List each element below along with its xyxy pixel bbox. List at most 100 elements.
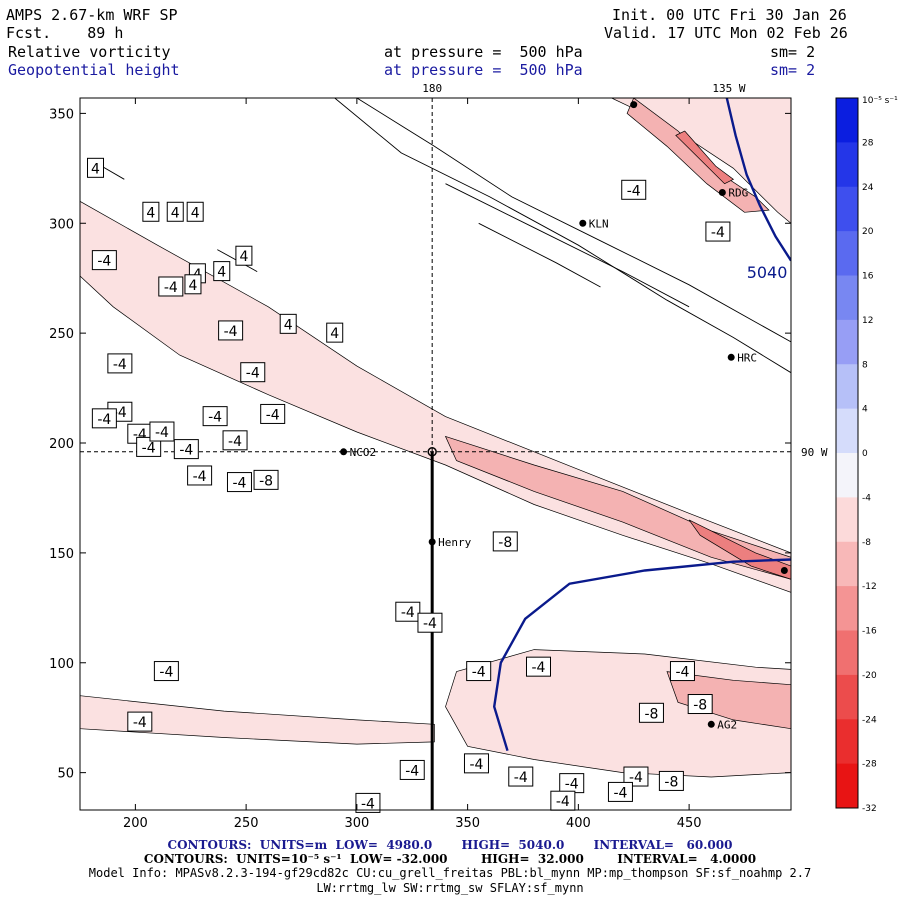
y-tick: 200 [49,437,791,452]
colorbar-swatch [836,541,858,587]
svg-text:-4: -4 [179,443,193,459]
vorticity-label: -4 [669,661,695,682]
colorbar-tick: -24 [862,715,877,725]
vorticity-label: 4 [166,201,184,222]
colorbar-unit: 10⁻⁵ s⁻¹ [862,96,898,106]
x-tick: 450 [677,98,702,831]
svg-text:250: 250 [234,816,259,831]
vorticity-line [334,98,791,374]
svg-text:-4: -4 [155,425,169,441]
svg-text:100: 100 [49,657,74,672]
station-marker [780,566,788,574]
colorbar-swatch [836,497,858,543]
svg-text:450: 450 [677,816,702,831]
svg-text:-8: -8 [693,698,707,714]
colorbar: 10⁻⁵ s⁻¹ 28 24 20 16 12 8 4 0 -4 -8 -12 -16 -20 -24 -28… [835,96,898,814]
vorticity-label: -4 [260,403,286,424]
vorticity-label: -4 [91,250,117,271]
y-tick: 150 [49,547,791,562]
height-contour-line [725,98,791,262]
vorticity-label: -4 [623,766,649,787]
svg-text:-4: -4 [208,410,222,426]
colorbar-tick: -32 [862,804,877,814]
vorticity-label: -8 [638,702,664,723]
vorticity-contours [97,98,791,374]
colorbar-tick: 16 [862,272,874,282]
svg-text:Henry: Henry [438,536,471,549]
svg-text:4: 4 [239,249,248,265]
svg-text:NCO2: NCO2 [350,446,377,459]
svg-text:AG2: AG2 [717,718,737,731]
station-marker: Henry [428,536,472,549]
height-contour-info: CONTOURS: UNITS=m LOW= 4980.0 HIGH= 5040… [167,838,733,852]
svg-text:-4: -4 [224,324,238,340]
colorbar-tick: -12 [862,582,877,592]
svg-text:-4: -4 [113,357,127,373]
vorticity-label: -4 [705,221,731,242]
vorticity-line [478,222,601,288]
svg-text:300: 300 [344,816,369,831]
vorticity-label: -8 [492,531,518,552]
station-marker: NCO2 [340,446,376,459]
colorbar-swatch [836,630,858,676]
station-marker [630,101,638,109]
colorbar-tick: 8 [862,360,868,370]
svg-text:-4: -4 [472,665,486,681]
crosshair-marker [427,447,437,457]
svg-text:-4: -4 [193,469,207,485]
svg-text:150: 150 [49,547,74,562]
station-marker: RDG [718,186,748,199]
colorbar-swatch [836,275,858,321]
field1-level: at pressure = 500 hPa [384,43,583,61]
svg-text:-8: -8 [664,774,678,790]
vorticity-label: -4 [149,421,175,442]
field2-level: at pressure = 500 hPa [384,61,583,79]
height-contours [492,98,791,752]
field2-name: Geopotential height [8,61,180,79]
plot-frame [79,97,792,811]
field2-smoothing: sm= 2 [770,61,816,79]
vorticity-line [356,98,791,343]
svg-text:4: 4 [189,278,198,294]
model-info: Model Info: MPASv8.2.3-194-gf29cd82c CU:… [88,866,812,880]
forecast-hour: Fcst. 89 h [6,24,124,42]
colorbar-swatch [836,719,858,765]
colorbar-tick: -20 [862,671,877,681]
colorbar-tick: -28 [862,760,877,770]
vorticity-contour-info: CONTOURS: UNITS=10⁻⁵ s⁻¹ LOW= -32.000 HI… [143,852,757,866]
vorticity-label: -4 [355,792,381,813]
svg-text:-4: -4 [627,183,641,199]
svg-text:-4: -4 [228,434,242,450]
stations: RDG KLN HRC NCO2 Henry AG2 [340,101,788,731]
colorbar-tick: 28 [862,138,874,148]
svg-text:250: 250 [49,327,74,342]
colorbar-swatch [836,408,858,454]
y-tick: 100 [49,657,791,672]
svg-text:-4: -4 [675,665,689,681]
svg-text:350: 350 [49,107,74,122]
station-marker: HRC [727,351,757,364]
colorbar-swatch [836,364,858,410]
vorticity-label: 4 [279,313,297,334]
svg-text:RDG: RDG [728,186,748,199]
colorbar-swatch [836,319,858,365]
colorbar-swatch [836,453,858,498]
vorticity-label: -8 [658,770,684,791]
svg-text:4: 4 [330,326,339,342]
vorticity-line [445,183,690,308]
colorbar-tick: 24 [862,183,874,193]
colorbar-tick: -8 [862,538,871,548]
vorticity-label: 4 [326,322,344,343]
svg-text:-4: -4 [469,757,483,773]
svg-text:4: 4 [217,265,226,281]
x-tick: 200 [123,98,148,831]
vorticity-label: -4 [187,465,213,486]
colorbar-swatch [836,674,858,720]
vorticity-label: -4 [399,759,425,780]
model-info-2: LW:rrtmg_lw SW:rrtmg_sw SFLAY:sf_mynn [316,881,584,895]
svg-text:-4: -4 [361,796,375,812]
y-tick: 250 [49,327,791,342]
vorticity-band [666,671,791,730]
meridian-label-90w: 90 W [801,446,828,459]
svg-text:-4: -4 [97,412,111,428]
